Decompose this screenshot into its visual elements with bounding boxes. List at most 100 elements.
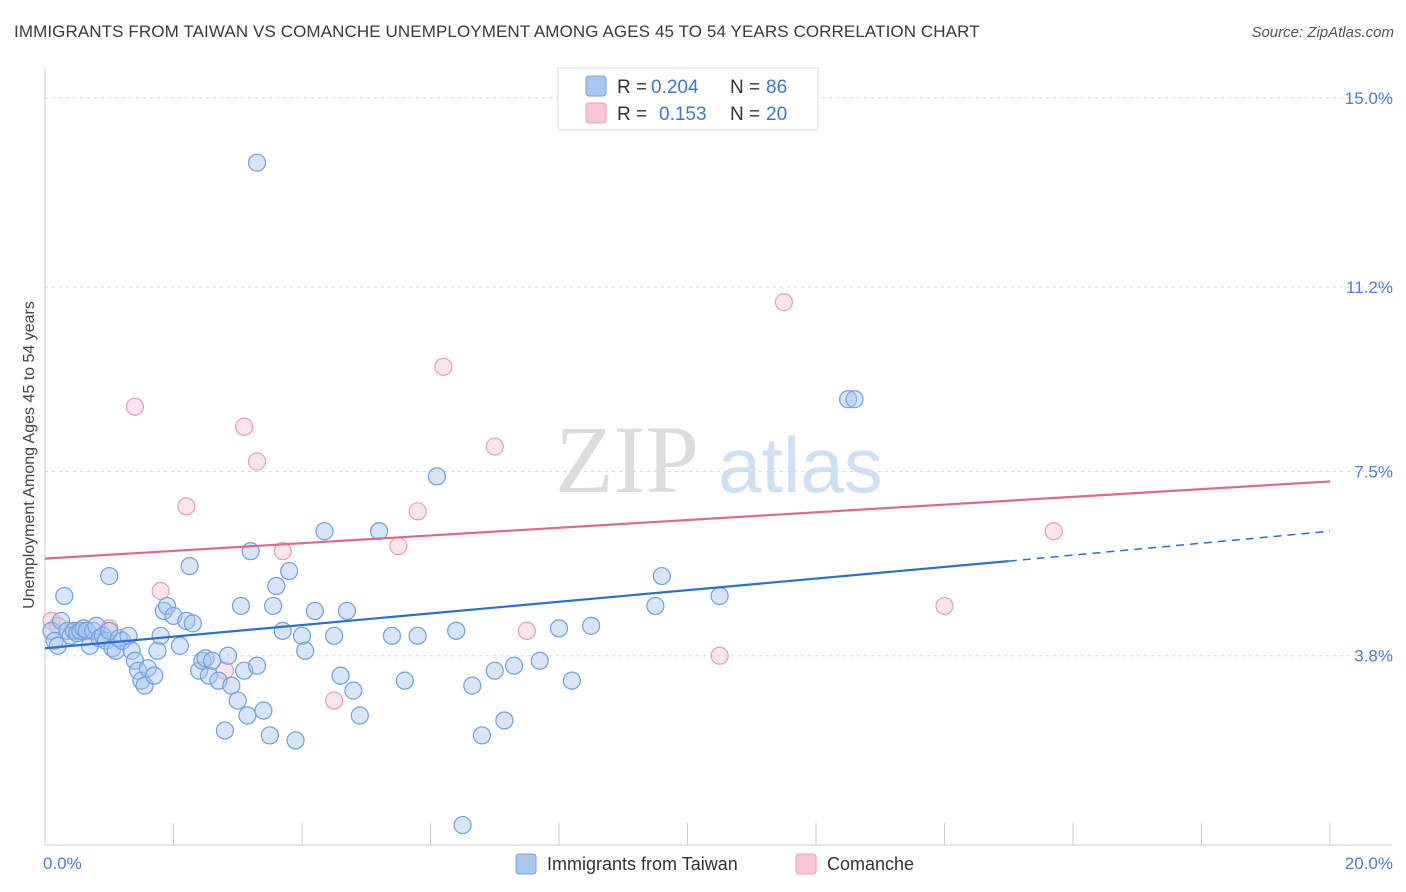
taiwan-point-30 [145,666,164,685]
taiwan-trend-line [44,560,1009,650]
legend-r-value-taiwan: 0.204 [651,77,699,98]
taiwan-point-89 [839,390,858,409]
comanche-point-8 [235,417,254,436]
taiwan-point-13 [84,621,103,640]
taiwan-point-72 [382,626,402,645]
taiwan-point-55 [254,701,273,720]
taiwan-point-61 [286,731,305,750]
taiwan-point-78 [472,726,491,745]
taiwan-point-83 [549,619,569,638]
legend-swatch-taiwan [585,75,607,97]
taiwan-point-57 [263,596,283,616]
taiwan-point-58 [267,576,286,596]
taiwan-point-43 [199,666,218,685]
taiwan-point-76 [447,621,466,640]
y-tick-label-3: 15.0% [1345,89,1393,108]
comanche-point-4 [125,397,145,416]
taiwan-point-88 [710,586,729,606]
taiwan-point-52 [238,706,257,725]
taiwan-point-68 [337,601,357,621]
comanche-point-17 [710,646,729,665]
watermark-atlas: atlas [718,421,883,509]
taiwan-point-47 [219,646,238,665]
taiwan-point-63 [296,641,315,660]
taiwan-point-24 [122,641,141,660]
taiwan-point-75 [427,467,447,486]
taiwan-point-32 [151,626,170,645]
comanche-points [42,293,1063,710]
bottom-legend-swatch-taiwan [515,853,537,875]
comanche-point-12 [389,537,408,556]
x-tick-labels: 0.0% 20.0% [43,854,1393,873]
taiwan-point-44 [202,651,222,670]
legend-swatch-comanche [585,102,607,124]
taiwan-point-33 [154,601,173,621]
taiwan-point-3 [51,611,71,630]
taiwan-trend-extension [1008,530,1331,562]
taiwan-point-64 [305,601,324,621]
taiwan-point-18 [100,621,119,640]
taiwan-point-19 [103,639,122,658]
comanche-point-13 [408,502,427,521]
source-credit: Source: ZipAtlas.com [1251,24,1394,41]
taiwan-point-50 [231,596,251,616]
taiwan-point-91 [453,815,472,835]
y-tick-label-1: 7.5% [1354,462,1393,481]
taiwan-point-54 [247,656,267,675]
bottom-legend-label-comanche: Comanche [827,854,914,874]
trend-lines [44,480,1331,650]
legend-r-label-comanche: R = [617,104,647,125]
taiwan-point-86 [646,596,665,616]
taiwan-point-38 [180,556,199,576]
legend-n-value-taiwan: 86 [766,77,787,98]
taiwan-points [42,153,864,835]
taiwan-point-56 [260,726,279,745]
taiwan-point-62 [292,626,312,645]
taiwan-point-92 [247,153,267,172]
legend-n-label-comanche: N = [730,104,760,125]
comanche-point-16 [517,621,536,640]
comanche-trend-line [44,480,1331,560]
taiwan-point-93 [100,566,119,586]
chart-title: IMMIGRANTS FROM TAIWAN VS COMANCHE UNEMP… [14,22,980,41]
y-tick-label-2: 11.2% [1346,278,1393,297]
taiwan-point-67 [331,666,350,685]
taiwan-point-90 [845,390,864,409]
y-tick-label-0: 3.8% [1354,647,1393,666]
series-legend: Immigrants from Taiwan Comanche [515,853,914,875]
taiwan-point-73 [395,671,414,690]
legend-r-value-comanche: 0.153 [659,104,707,125]
comanche-point-6 [177,497,196,516]
comanche-point-18 [774,293,793,312]
comanche-point-15 [485,437,504,456]
taiwan-point-29 [138,659,157,678]
taiwan-point-81 [504,656,524,675]
taiwan-point-28 [135,676,154,695]
bottom-legend-swatch-comanche [795,853,817,875]
taiwan-point-46 [215,721,234,740]
taiwan-point-71 [370,522,389,541]
taiwan-point-65 [315,522,334,541]
taiwan-point-82 [530,651,549,670]
axes [44,68,1392,846]
taiwan-point-70 [350,706,369,725]
taiwan-point-31 [148,641,167,660]
taiwan-point-39 [183,614,202,633]
taiwan-point-59 [273,621,292,640]
comanche-point-10 [273,542,292,561]
comanche-point-11 [325,691,344,710]
y-axis-label: Unemployment Among Ages 45 to 54 years [21,301,38,609]
taiwan-point-80 [495,711,514,730]
correlation-legend: R = 0.204 N = 86 R = 0.153 N = 20 [557,67,819,131]
comanche-point-9 [247,452,267,471]
taiwan-point-74 [408,626,427,645]
x-tick-label-0: 0.0% [43,854,82,873]
taiwan-point-49 [228,691,247,710]
taiwan-point-4 [55,586,74,606]
taiwan-point-34 [157,596,177,616]
bottom-legend-label-taiwan: Immigrants from Taiwan [547,854,738,874]
taiwan-point-84 [562,671,581,690]
comanche-point-19 [935,596,954,616]
taiwan-point-66 [325,626,344,645]
comanche-point-20 [1044,522,1063,541]
